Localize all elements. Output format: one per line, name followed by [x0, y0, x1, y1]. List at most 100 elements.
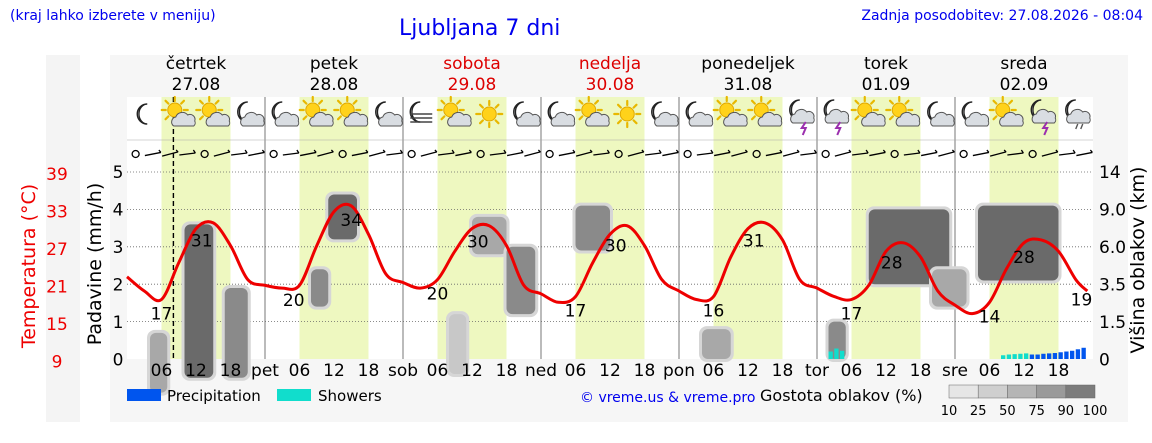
- cloud-shape: [930, 111, 955, 127]
- wind-barb-tick: [1072, 149, 1076, 154]
- wind-barb: [575, 151, 593, 157]
- precip-axis-tick: 2: [113, 276, 124, 296]
- x-hour-label: 18: [220, 361, 242, 381]
- region-note[interactable]: (kraj lahko izberete v meniju): [10, 8, 216, 24]
- wind-barb-tick: [727, 149, 731, 153]
- moon-shape: [136, 103, 148, 125]
- moon-cloud-icon: [927, 101, 955, 127]
- sun-ray: [494, 103, 500, 109]
- x-day-label: pet: [251, 361, 279, 381]
- wind-barb-tick: [589, 149, 593, 153]
- sun-ray: [336, 99, 342, 105]
- wind-barb: [179, 152, 196, 156]
- wind-barb-tick: [572, 149, 576, 153]
- moon-rain-icon: [1065, 99, 1091, 130]
- lightning-shape: [1041, 121, 1049, 136]
- cloud-density-level: 25: [970, 404, 987, 419]
- moon-cloud-icon: [651, 101, 679, 127]
- last-updated: Zadnja posodobitev: 27.08.2026 - 08:04: [861, 8, 1143, 24]
- wind-barb: [524, 151, 541, 157]
- lightning-shape: [834, 121, 842, 136]
- x-hour-label: 06: [289, 361, 311, 381]
- sun-cloud-icon: [988, 95, 1024, 127]
- cloud-density-level: 100: [1083, 404, 1108, 419]
- wind-barb: [800, 152, 817, 156]
- sun-ray: [198, 99, 204, 105]
- wind-barb: [1007, 152, 1024, 156]
- sun-disc: [481, 106, 497, 122]
- wind-calm-marker: [338, 149, 347, 159]
- precip-axis-tick: 4: [113, 201, 124, 221]
- cloud-shape: [1031, 108, 1057, 124]
- moon-cloud-icon: [547, 101, 576, 127]
- wind-barb-tick: [365, 149, 369, 153]
- temperature-label: 17: [841, 304, 863, 324]
- temp-axis-tick: 9: [52, 353, 63, 373]
- sun-ray: [766, 99, 772, 105]
- cloud-shape: [999, 111, 1024, 127]
- wind-barb-tick: [744, 149, 748, 153]
- sun-ray: [164, 115, 170, 121]
- cloud-shape: [516, 111, 541, 127]
- sun-ray: [164, 99, 170, 105]
- x-hour-label: 12: [461, 361, 483, 381]
- cloud-shape: [240, 111, 265, 127]
- cloud-density-level: 50: [999, 404, 1016, 419]
- cloud-height-tick: 14: [1099, 163, 1121, 183]
- x-hour-label: 06: [565, 361, 587, 381]
- wind-barb-tick: [1055, 149, 1059, 153]
- sun-ray: [888, 115, 894, 121]
- wind-barb: [438, 152, 455, 156]
- wind-barb: [696, 152, 713, 156]
- wind-barb: [972, 151, 989, 157]
- sun-ray: [888, 99, 894, 105]
- wind-barb-tick: [675, 149, 679, 153]
- wind-barb: [662, 151, 679, 157]
- cloud-blob: [469, 213, 510, 258]
- wind-barb-tick: [399, 149, 403, 154]
- sun-ray: [440, 99, 446, 105]
- precip-axis-label: Padavine (mm/h): [84, 183, 106, 346]
- showers-bar: [1024, 353, 1029, 359]
- wind-barb-tick: [1020, 149, 1024, 154]
- sun-icon: [613, 99, 642, 129]
- cloud-blob: [181, 221, 217, 381]
- wind-barb: [782, 151, 800, 157]
- cloud-blob-core: [449, 314, 467, 374]
- sun-cloud-icon: [195, 95, 231, 127]
- wind-barb-tick: [934, 149, 938, 153]
- sun-ray: [1008, 99, 1014, 105]
- wind-barb-tick: [951, 149, 955, 153]
- wind-barb: [921, 151, 938, 157]
- temperature-label: 30: [605, 236, 627, 256]
- cloud-shape: [309, 111, 334, 127]
- cloud-blob-core: [702, 329, 731, 359]
- rain-drop: [1075, 123, 1079, 130]
- x-day-label: sob: [388, 361, 418, 381]
- precip-axis-tick: 3: [113, 238, 124, 258]
- temperature-label: 19: [1071, 290, 1093, 310]
- cloud-blob: [975, 202, 1062, 284]
- sun-ray: [336, 115, 342, 121]
- showers-bar: [1018, 353, 1023, 359]
- x-hour-label: 12: [323, 361, 345, 381]
- moon-cloud-icon: [961, 101, 990, 127]
- sun-disc: [619, 106, 635, 122]
- temperature-label: 28: [881, 253, 903, 273]
- precipitation-bar: [1081, 347, 1086, 359]
- wind-barb: [455, 151, 472, 157]
- wind-barb-tick: [1089, 149, 1093, 153]
- temperature-label: 16: [703, 302, 725, 322]
- wind-barb: [869, 151, 886, 157]
- wind-barb-tick: [537, 149, 541, 153]
- precipitation-bar: [1052, 353, 1058, 359]
- day-date: 01.09: [862, 75, 911, 95]
- precipitation-bar: [1035, 354, 1040, 359]
- day-name: nedelja: [579, 54, 641, 74]
- sun-ray: [750, 115, 756, 121]
- moon-cloud-icon: [513, 101, 541, 127]
- wind-barb-tick: [244, 149, 248, 154]
- cloud-height-tick: 1.5: [1099, 313, 1126, 333]
- cloud-blob: [221, 284, 251, 381]
- cloud-blob-core: [828, 321, 846, 359]
